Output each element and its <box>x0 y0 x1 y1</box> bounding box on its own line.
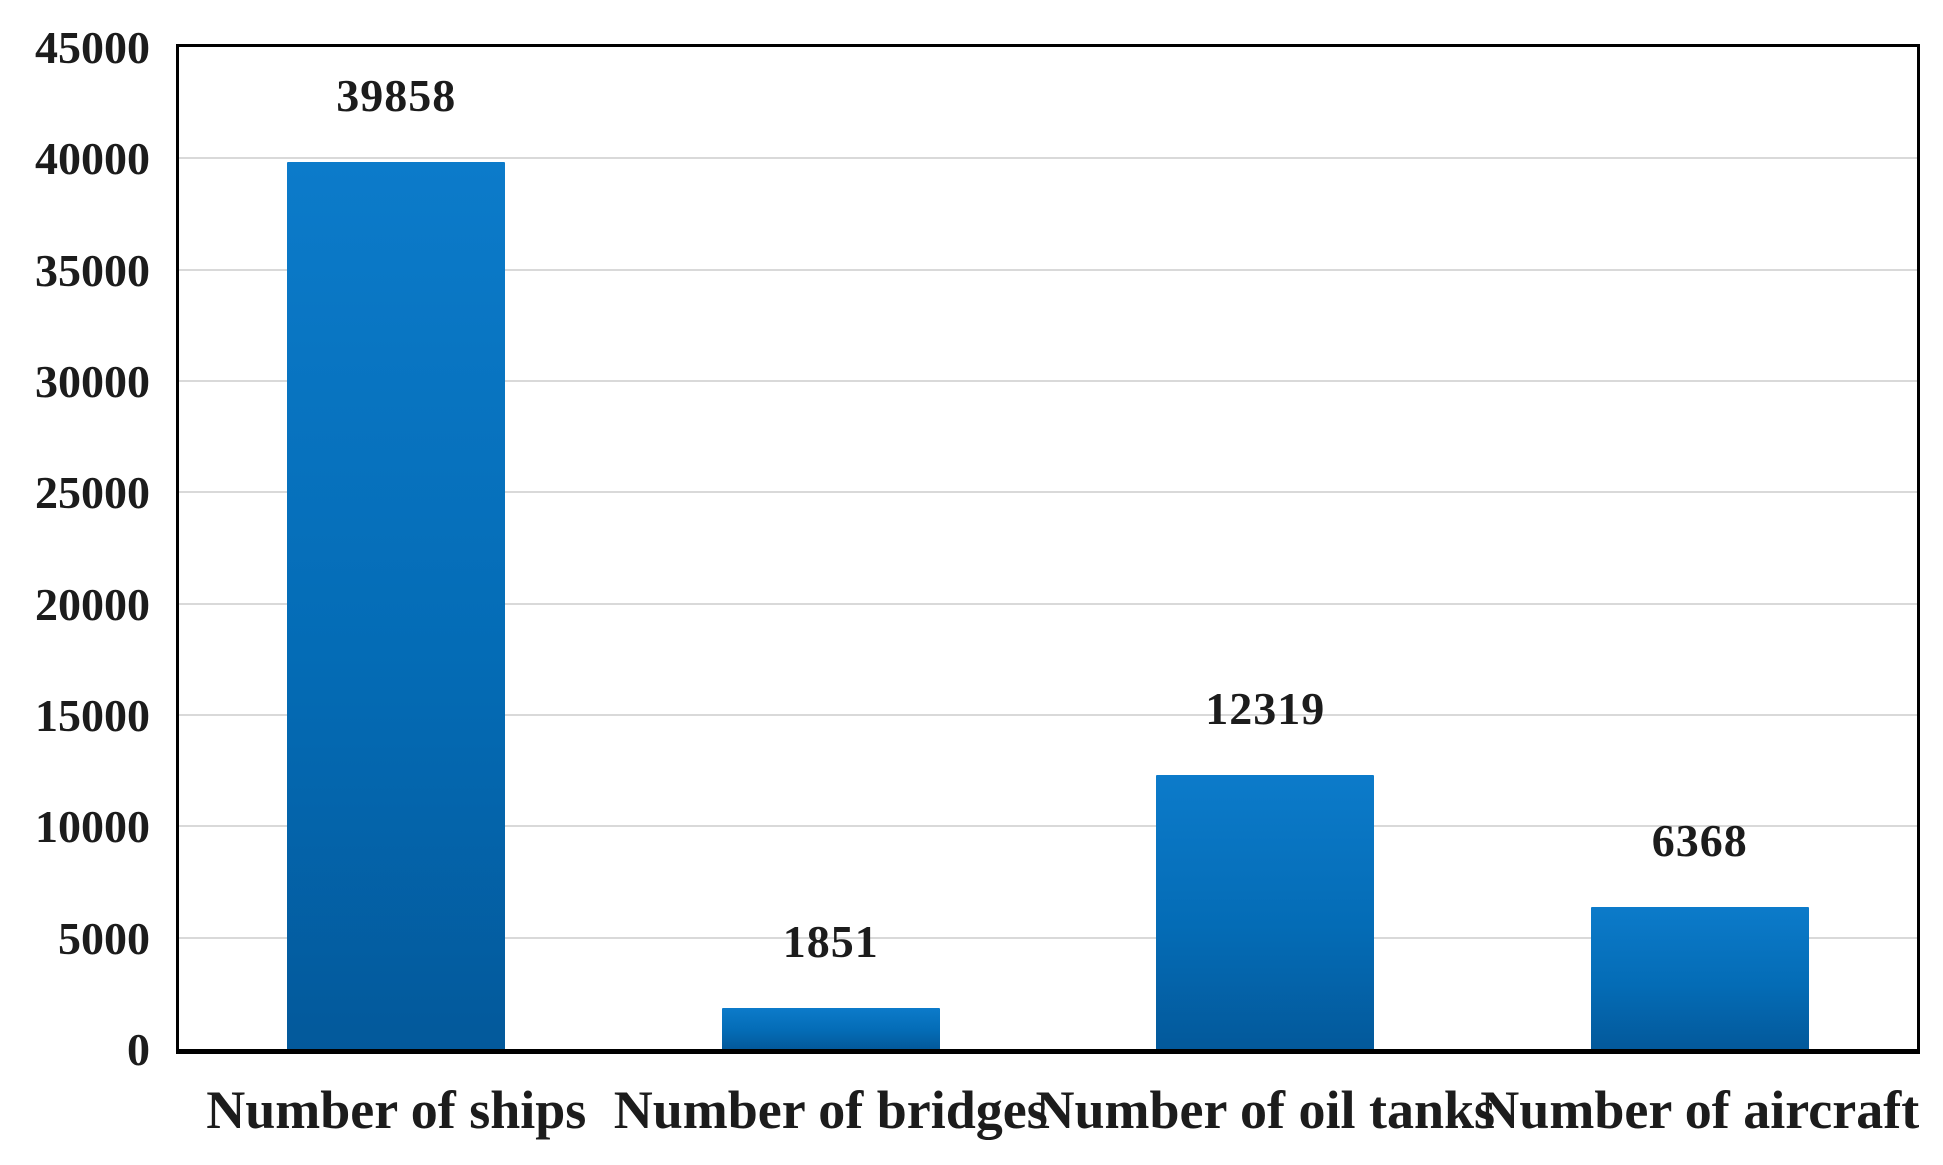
gridline <box>179 380 1917 382</box>
x-axis-category-label: Number of oil tanks <box>1035 1080 1496 1140</box>
bar-value-label: 39858 <box>336 69 457 121</box>
y-axis-tick-label: 25000 <box>35 467 150 519</box>
bar-value-label: 12319 <box>1205 682 1326 734</box>
bar <box>287 161 506 1049</box>
y-axis-tick-label: 45000 <box>35 22 150 73</box>
bar <box>721 1007 940 1049</box>
y-axis-tick-label: 10000 <box>35 801 150 853</box>
gridline <box>179 602 1917 605</box>
y-axis-tick-label: 35000 <box>35 244 150 296</box>
bar <box>1156 774 1375 1049</box>
x-axis-category-label: Number of ships <box>206 1080 587 1140</box>
gridline <box>179 157 1917 160</box>
x-axis-category-label: Number of aircraft <box>1480 1080 1920 1140</box>
y-axis-tick-label: 0 <box>127 1024 150 1075</box>
x-axis-category-label: Number of bridges <box>613 1080 1048 1140</box>
y-axis-tick-label: 15000 <box>35 690 150 741</box>
gridline <box>179 268 1917 271</box>
bar <box>1590 907 1809 1049</box>
y-axis-tick-label: 30000 <box>35 356 150 407</box>
y-axis-tick-label: 20000 <box>35 578 150 630</box>
y-axis-tick-label: 5000 <box>58 912 150 964</box>
y-axis-tick-label: 40000 <box>35 133 150 185</box>
gridline <box>179 825 1917 828</box>
bar-value-label: 1851 <box>782 915 879 967</box>
gridline <box>179 936 1917 939</box>
bar-value-label: 6368 <box>1651 815 1748 867</box>
plot-area: 39858 1851 12319 6368 <box>176 44 1920 1054</box>
gridline <box>179 491 1917 494</box>
gridline <box>179 714 1917 716</box>
